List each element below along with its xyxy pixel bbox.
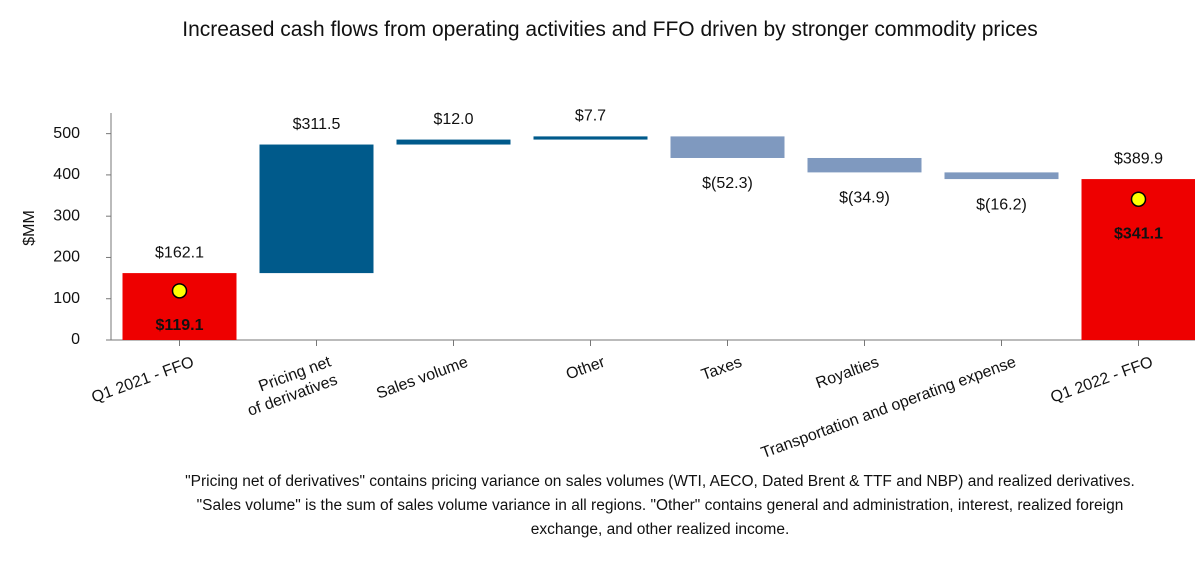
y-tick-label: 400 xyxy=(53,166,80,183)
x-tick-label: Q1 2021 - FFO xyxy=(89,354,196,407)
y-tick-label: 100 xyxy=(53,290,80,307)
bar xyxy=(396,139,511,145)
marker-label: $119.1 xyxy=(155,317,203,334)
chart-title: Increased cash flows from operating acti… xyxy=(182,18,1038,41)
x-tick-label: Q1 2022 - FFO xyxy=(1048,354,1155,407)
x-tick-label: Royalties xyxy=(814,354,882,392)
value-label: $7.7 xyxy=(575,108,606,125)
x-tick-label: Transportation and operating expense xyxy=(759,354,1018,462)
value-label: $162.1 xyxy=(155,244,204,261)
bar xyxy=(944,172,1059,180)
bar xyxy=(533,136,648,140)
y-tick-label: 200 xyxy=(53,249,80,266)
value-label: $(52.3) xyxy=(702,175,753,192)
y-tick-label: 0 xyxy=(71,331,80,348)
x-tick-label: Other xyxy=(564,354,608,384)
value-label: $(34.9) xyxy=(839,190,890,207)
marker-label: $341.1 xyxy=(1114,225,1163,242)
x-tick-label: Pricing netof derivatives xyxy=(239,354,340,420)
footnote: "Pricing net of derivatives" contains pr… xyxy=(185,473,1135,538)
y-tick-label: 300 xyxy=(53,207,80,224)
value-label: $389.9 xyxy=(1114,150,1163,167)
bar xyxy=(807,157,922,173)
marker xyxy=(1130,191,1147,207)
value-label: $12.0 xyxy=(433,111,473,128)
y-axis-label: $MM xyxy=(21,210,38,246)
x-tick-label: Sales volume xyxy=(374,354,470,403)
bar xyxy=(670,136,785,158)
marker xyxy=(171,283,188,299)
value-label: $(16.2) xyxy=(976,196,1027,213)
bar xyxy=(259,144,374,274)
y-tick-label: 500 xyxy=(53,125,80,142)
x-tick-label: Taxes xyxy=(699,354,744,384)
value-label: $311.5 xyxy=(293,116,341,133)
